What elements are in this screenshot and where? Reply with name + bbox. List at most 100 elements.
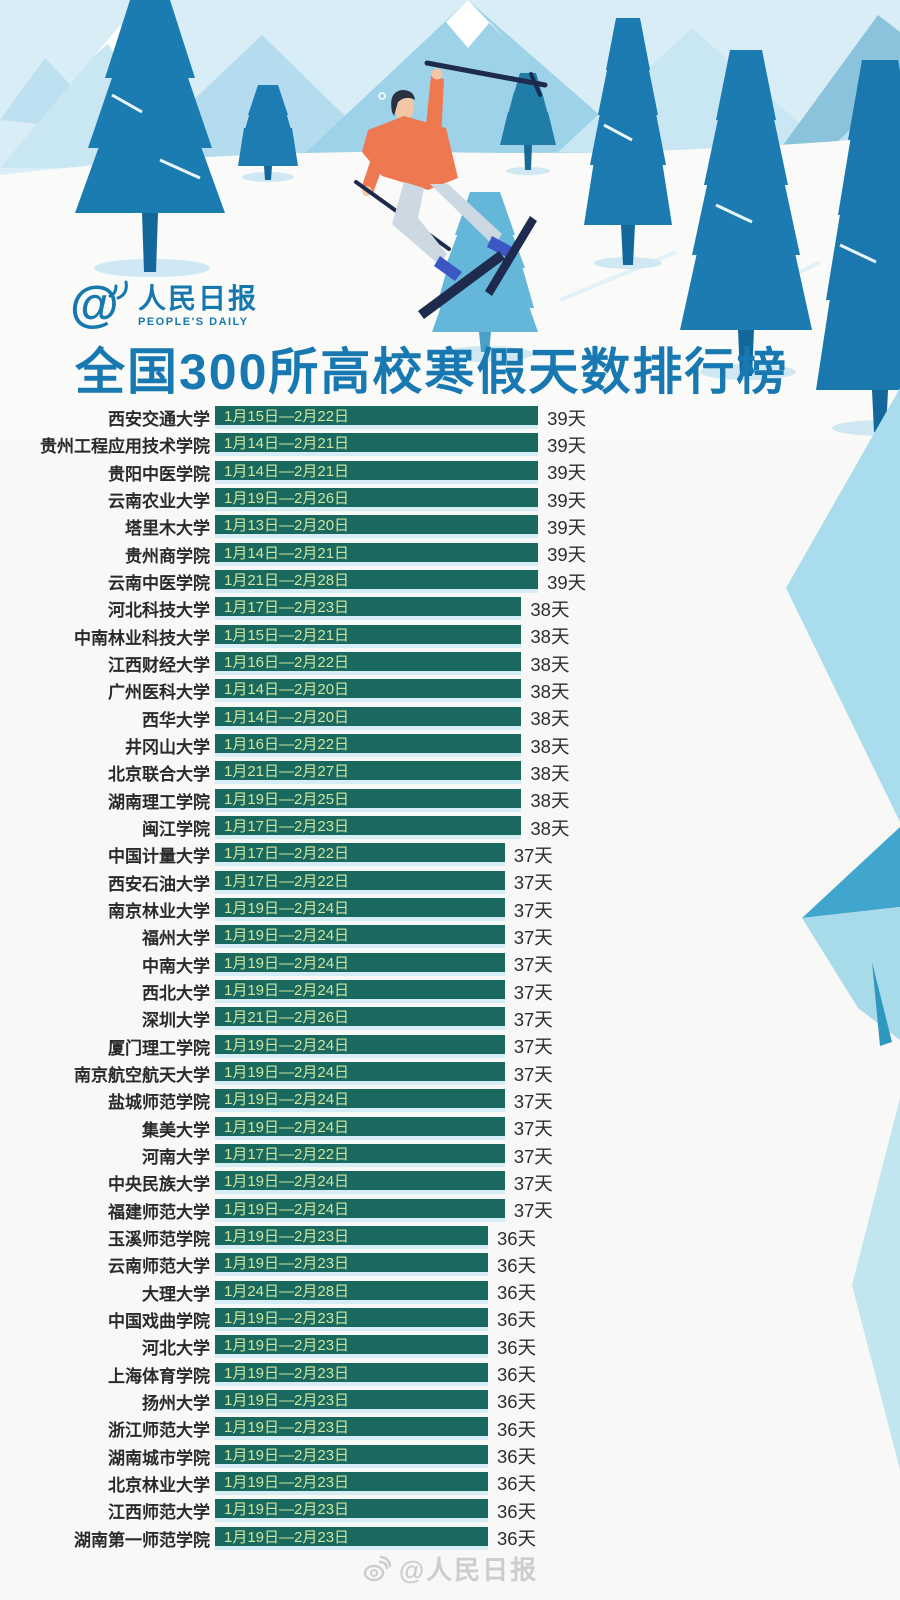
logo-chinese-name: 人民日报: [138, 283, 259, 314]
university-name-label: 湖南城市学院: [108, 1448, 210, 1468]
days-count-label: 39天: [547, 407, 587, 429]
date-range-label: 1月19日—2月24日: [224, 1091, 350, 1109]
chart-row: 云南师范大学 1月19日—2月23日 36天: [0, 1251, 900, 1278]
university-name-label: 闽江学院: [142, 820, 210, 840]
chart-row: 塔里木大学 1月13日—2月20日 39天: [0, 513, 900, 540]
date-range-label: 1月19日—2月23日: [224, 1446, 350, 1464]
vacation-bar: 1月21日—2月28日: [215, 570, 539, 594]
chart-row: 西北大学 1月19日—2月24日 37天: [0, 978, 900, 1005]
date-range-label: 1月14日—2月21日: [224, 435, 350, 453]
vacation-bar: 1月19日—2月23日: [215, 1444, 488, 1468]
vacation-bar: 1月19日—2月24日: [215, 1062, 505, 1086]
vacation-bar: 1月15日—2月21日: [215, 624, 522, 648]
vacation-bar: 1月16日—2月22日: [215, 734, 522, 758]
date-range-label: 1月19日—2月24日: [224, 1036, 350, 1054]
date-range-label: 1月17日—2月22日: [224, 845, 350, 863]
university-name-label: 江西师范大学: [108, 1503, 210, 1523]
chart-row: 北京联合大学 1月21日—2月27日 38天: [0, 759, 900, 786]
chart-row: 福建师范大学 1月19日—2月24日 37天: [0, 1197, 900, 1224]
date-range-label: 1月19日—2月23日: [224, 1419, 350, 1437]
university-name-label: 中国戏曲学院: [108, 1311, 210, 1331]
weibo-icon: [363, 1555, 392, 1581]
logo-english-name: PEOPLE'S DAILY: [138, 316, 249, 328]
chart-row: 河北科技大学 1月17日—2月23日 38天: [0, 595, 900, 622]
date-range-label: 1月17日—2月23日: [224, 818, 350, 836]
date-range-label: 1月19日—2月24日: [224, 1173, 350, 1191]
university-name-label: 集美大学: [142, 1120, 210, 1140]
days-count-label: 39天: [547, 489, 587, 511]
chart-row: 深圳大学 1月21日—2月26日 37天: [0, 1005, 900, 1032]
university-name-label: 云南农业大学: [108, 492, 210, 512]
vacation-bar: 1月17日—2月22日: [215, 1144, 505, 1168]
date-range-label: 1月19日—2月25日: [224, 790, 350, 808]
vacation-bar: 1月17日—2月23日: [215, 597, 522, 621]
date-range-label: 1月14日—2月20日: [224, 681, 350, 699]
chart-row: 江西师范大学 1月19日—2月23日 36天: [0, 1497, 900, 1524]
date-range-label: 1月21日—2月27日: [224, 763, 350, 781]
university-name-label: 北京联合大学: [108, 765, 210, 785]
chart-row: 湖南城市学院 1月19日—2月23日 36天: [0, 1442, 900, 1469]
university-name-label: 云南中医学院: [108, 574, 210, 594]
vacation-bar: 1月19日—2月23日: [215, 1253, 488, 1277]
vacation-bar: 1月14日—2月21日: [215, 460, 539, 484]
days-count-label: 37天: [513, 1118, 553, 1140]
vacation-bar: 1月19日—2月23日: [215, 1389, 488, 1413]
days-count-label: 39天: [547, 462, 587, 484]
chart-row: 厦门理工学院 1月19日—2月24日 37天: [0, 1033, 900, 1060]
days-count-label: 37天: [513, 1036, 553, 1058]
vacation-bar: 1月19日—2月24日: [215, 1171, 505, 1195]
vacation-bar: 1月19日—2月24日: [215, 1034, 505, 1058]
university-name-label: 福州大学: [142, 929, 210, 949]
page-title: 全国300所高校寒假天数排行榜: [75, 344, 789, 400]
university-name-label: 河南大学: [142, 1148, 210, 1168]
chart-row: 玉溪师范学院 1月19日—2月23日 36天: [0, 1224, 900, 1251]
university-name-label: 河北科技大学: [108, 601, 210, 621]
days-count-label: 36天: [497, 1364, 537, 1386]
date-range-label: 1月19日—2月23日: [224, 1364, 350, 1382]
days-count-label: 38天: [530, 680, 570, 702]
days-count-label: 37天: [513, 899, 553, 921]
vacation-bar: 1月17日—2月22日: [215, 870, 505, 894]
date-range-label: 1月21日—2月26日: [224, 1009, 350, 1027]
university-name-label: 西安交通大学: [108, 410, 210, 430]
date-range-label: 1月19日—2月24日: [224, 1064, 350, 1082]
university-name-label: 大理大学: [142, 1284, 210, 1304]
chart-row: 西华大学 1月14日—2月20日 38天: [0, 705, 900, 732]
vacation-bar: 1月19日—2月23日: [215, 1226, 488, 1249]
date-range-label: 1月19日—2月26日: [224, 490, 350, 508]
date-range-label: 1月14日—2月20日: [224, 708, 350, 726]
date-range-label: 1月19日—2月23日: [224, 1228, 350, 1245]
date-range-label: 1月24日—2月28日: [224, 1282, 350, 1300]
days-count-label: 38天: [530, 626, 570, 648]
chart-row: 广州医科大学 1月14日—2月20日 38天: [0, 677, 900, 704]
vacation-bar: 1月19日—2月24日: [215, 898, 505, 922]
date-range-label: 1月17日—2月22日: [224, 872, 350, 890]
date-range-label: 1月19日—2月24日: [224, 1200, 350, 1218]
university-name-label: 西北大学: [142, 984, 210, 1004]
pine-tree-right-large: [680, 50, 812, 380]
vacation-bar: 1月19日—2月23日: [215, 1471, 488, 1495]
chart-row: 贵州商学院 1月14日—2月21日 39天: [0, 541, 900, 568]
skier-boot-left: [434, 256, 462, 281]
days-count-label: 37天: [513, 872, 553, 894]
days-count-label: 36天: [497, 1336, 537, 1358]
date-range-label: 1月19日—2月24日: [224, 1118, 350, 1136]
days-count-label: 37天: [513, 926, 553, 948]
university-name-label: 中南大学: [142, 956, 210, 976]
date-range-label: 1月19日—2月23日: [224, 1391, 350, 1409]
days-count-label: 36天: [497, 1528, 537, 1550]
vacation-bar: 1月14日—2月21日: [215, 433, 539, 457]
university-name-label: 贵州商学院: [125, 546, 210, 566]
days-count-label: 39天: [547, 434, 587, 456]
vacation-bar: 1月19日—2月26日: [215, 488, 539, 512]
days-count-label: 38天: [530, 790, 570, 812]
university-name-label: 云南师范大学: [108, 1257, 210, 1277]
university-name-label: 中国计量大学: [108, 847, 210, 867]
pine-tree-light-blue: [432, 192, 538, 362]
chart-row: 井冈山大学 1月16日—2月22日 38天: [0, 732, 900, 759]
date-range-label: 1月19日—2月23日: [224, 1255, 350, 1273]
vacation-bar: 1月19日—2月24日: [215, 1116, 505, 1140]
chart-row: 集美大学 1月19日—2月24日 37天: [0, 1115, 900, 1142]
vacation-bar: 1月14日—2月21日: [215, 542, 539, 566]
days-count-label: 37天: [513, 1008, 553, 1030]
